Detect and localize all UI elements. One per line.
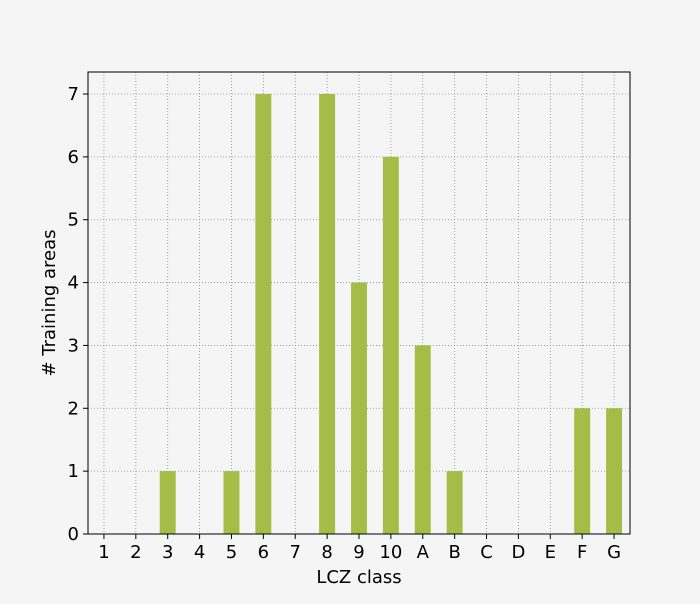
y-tick-label: 0 <box>68 524 79 545</box>
y-tick-label: 7 <box>68 84 79 105</box>
x-axis-ticks: 1 2 3 4 5 6 7 8 9 10 A B C D E F G <box>98 534 621 563</box>
x-tick-label: B <box>448 542 460 563</box>
x-tick-label: G <box>607 542 621 563</box>
y-axis-label: # Training areas <box>39 229 60 376</box>
bar-f <box>574 408 591 534</box>
y-tick-label: 5 <box>68 210 79 231</box>
bar-10 <box>382 156 399 534</box>
bar-g <box>606 408 623 534</box>
x-tick-label: C <box>480 542 493 563</box>
bar-a <box>414 345 431 534</box>
bar-b <box>446 471 463 534</box>
y-tick-label: 4 <box>68 273 79 294</box>
y-tick-label: 6 <box>68 147 79 168</box>
x-tick-label: D <box>511 542 525 563</box>
y-axis-ticks: 0 1 2 3 4 5 6 7 <box>68 84 88 545</box>
x-tick-label: 7 <box>290 542 301 563</box>
x-tick-label: A <box>417 542 430 563</box>
y-tick-label: 1 <box>68 461 79 482</box>
bar-8 <box>319 94 336 534</box>
x-tick-label: E <box>545 542 556 563</box>
bars <box>159 94 623 534</box>
bar-6 <box>255 94 272 534</box>
bar-5 <box>223 471 240 534</box>
x-tick-label: 4 <box>194 542 205 563</box>
y-tick-label: 2 <box>68 398 79 419</box>
x-tick-label: 2 <box>130 542 141 563</box>
x-tick-label: 3 <box>162 542 173 563</box>
y-tick-label: 3 <box>68 335 79 356</box>
x-tick-label: 5 <box>226 542 237 563</box>
x-tick-label: 10 <box>379 542 402 563</box>
bar-9 <box>351 282 367 534</box>
bar-3 <box>159 471 176 534</box>
x-tick-label: 1 <box>98 542 109 563</box>
x-tick-label: 9 <box>353 542 364 563</box>
x-tick-label: 6 <box>258 542 269 563</box>
x-axis-label: LCZ class <box>316 567 401 588</box>
x-tick-label: 8 <box>321 542 332 563</box>
x-tick-label: F <box>577 542 587 563</box>
